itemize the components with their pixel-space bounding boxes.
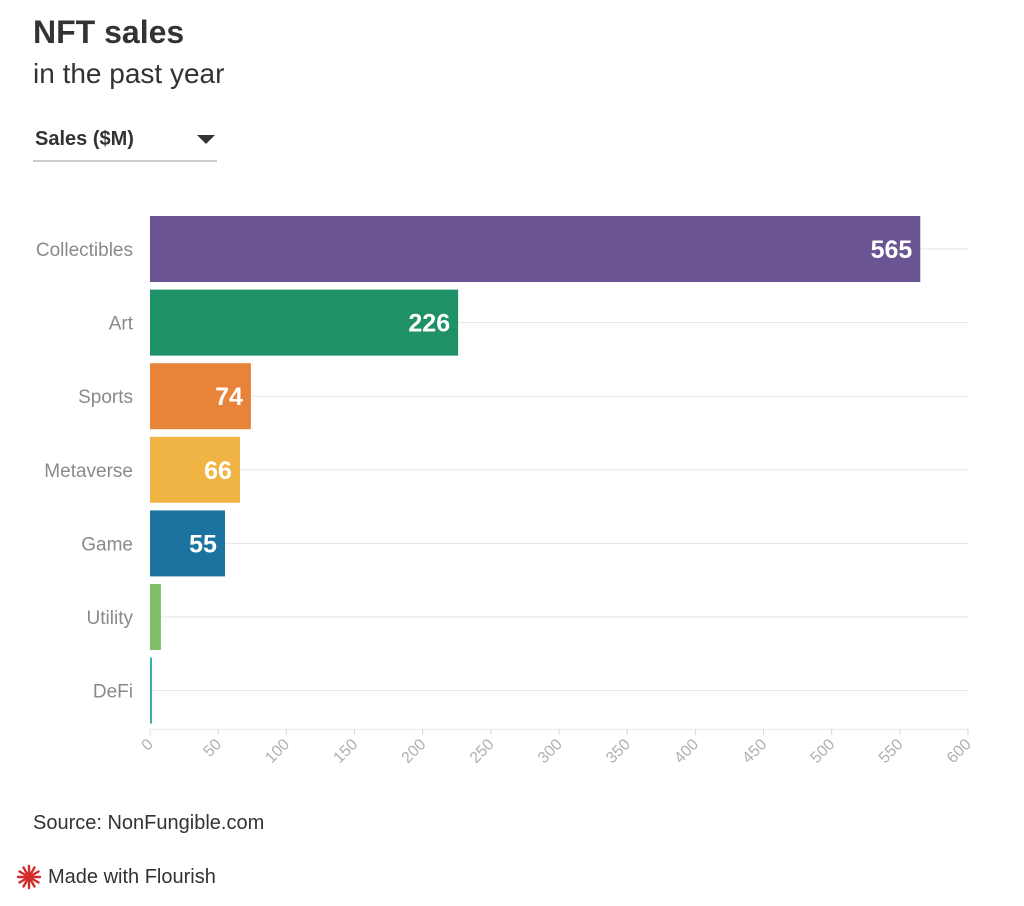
x-tick-label: 400 bbox=[671, 736, 702, 767]
category-label: Collectibles bbox=[36, 240, 133, 261]
value-label: 74 bbox=[215, 383, 243, 411]
x-axis-ticks: 0 50 100 150 200 250 300 350 400 450 500 550 600 bbox=[139, 729, 975, 767]
metric-dropdown-value: Sales ($M) bbox=[35, 128, 134, 150]
bar-game bbox=[150, 510, 225, 577]
x-tick-label: 300 bbox=[535, 736, 566, 767]
category-labels: Collectibles Art Sports Metaverse Game Utilit… bbox=[36, 240, 134, 703]
flourish-logo-icon bbox=[16, 864, 42, 890]
bars bbox=[150, 216, 921, 724]
chart-subtitle: in the past year bbox=[33, 58, 225, 89]
value-label: 565 bbox=[871, 236, 913, 264]
x-tick-label: 550 bbox=[876, 736, 907, 767]
bar-sports bbox=[150, 363, 251, 430]
x-tick-label: 500 bbox=[808, 736, 839, 767]
category-label: DeFi bbox=[93, 682, 133, 703]
logo-ray bbox=[22, 866, 29, 875]
x-tick-label: 450 bbox=[739, 736, 770, 767]
bar-chart: Collectibles Art Sports Metaverse Game Utilit… bbox=[36, 216, 975, 767]
source-note: Source: NonFungible.com bbox=[33, 812, 265, 834]
logo-ray bbox=[31, 870, 40, 877]
x-tick-label: 350 bbox=[603, 736, 634, 767]
chart-title: NFT sales bbox=[33, 14, 185, 50]
logo-ray bbox=[29, 879, 36, 888]
logo-ray bbox=[29, 866, 36, 875]
bar-collectibles bbox=[150, 216, 921, 282]
category-label: Sports bbox=[78, 387, 133, 408]
category-label: Metaverse bbox=[44, 461, 133, 482]
value-labels: 565 226 74 66 55 bbox=[189, 236, 912, 558]
logo-ray bbox=[18, 877, 27, 884]
made-with-flourish-link[interactable]: Made with Flourish bbox=[16, 863, 216, 891]
bar-art bbox=[150, 289, 459, 356]
bar-metaverse bbox=[150, 436, 240, 503]
value-label: 55 bbox=[189, 530, 217, 558]
made-with-flourish-label: Made with Flourish bbox=[48, 865, 216, 888]
logo-ray bbox=[31, 877, 40, 884]
x-tick-label: 100 bbox=[262, 736, 293, 767]
x-tick-label: 600 bbox=[944, 736, 975, 767]
x-tick-label: 250 bbox=[467, 736, 498, 767]
logo-ray bbox=[18, 870, 27, 877]
logo-ray bbox=[22, 879, 29, 888]
bar-defi bbox=[150, 657, 153, 724]
value-label: 226 bbox=[408, 310, 450, 338]
category-label: Game bbox=[81, 534, 133, 555]
value-label: 66 bbox=[204, 457, 232, 485]
x-tick-label: 0 bbox=[139, 736, 157, 754]
bar-utility bbox=[150, 584, 161, 650]
x-tick-label: 50 bbox=[200, 736, 225, 761]
category-label: Art bbox=[109, 314, 134, 335]
metric-dropdown[interactable]: Sales ($M) bbox=[33, 120, 217, 162]
category-label: Utility bbox=[87, 608, 134, 629]
x-tick-label: 150 bbox=[330, 736, 361, 767]
caret-down-icon bbox=[197, 135, 215, 144]
x-tick-label: 200 bbox=[399, 736, 430, 767]
